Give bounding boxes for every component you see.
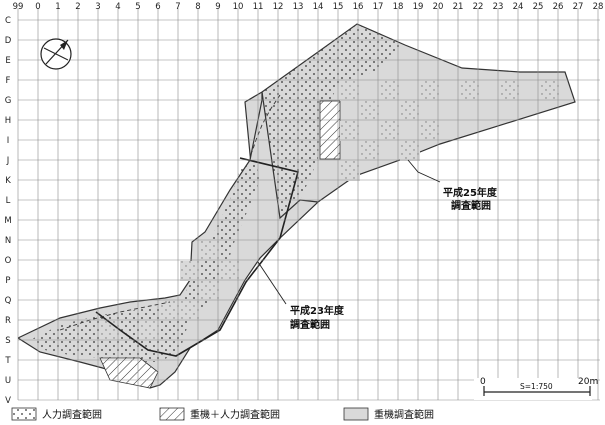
column-label: 14 <box>313 2 324 12</box>
row-label: U <box>5 376 11 386</box>
column-label: 21 <box>453 2 464 12</box>
fy25-label-line2: 調査範囲 <box>451 199 491 212</box>
column-label: 5 <box>135 2 140 12</box>
column-label: 24 <box>513 2 524 12</box>
column-label: 19 <box>413 2 424 12</box>
column-label: 6 <box>155 2 160 12</box>
fy25-label-line1: 平成25年度 <box>443 186 498 199</box>
legend-swatch-manual <box>11 407 37 421</box>
row-label: J <box>6 156 10 166</box>
row-label: G <box>5 96 12 106</box>
column-label: 20 <box>433 2 444 12</box>
column-label: 12 <box>273 2 284 12</box>
column-label: 99 <box>13 2 24 12</box>
combined-area-upper <box>319 100 341 160</box>
row-label: L <box>6 196 11 206</box>
legend-label-machine: 重機調査範囲 <box>374 408 434 421</box>
row-label: Q <box>5 296 12 306</box>
fy23-label-line1: 平成23年度 <box>290 304 345 317</box>
row-label: V <box>5 396 11 406</box>
legend-label-combined: 重機＋人力調査範囲 <box>190 408 280 421</box>
dashed-boundary-upper <box>251 94 281 153</box>
column-label: 18 <box>393 2 404 12</box>
column-label: 28 <box>593 2 604 12</box>
scale-end: 20m <box>578 377 598 387</box>
fy23-annotation: 平成23年度 調査範囲 <box>257 261 345 331</box>
row-label: M <box>4 216 11 226</box>
column-label: 10 <box>233 2 244 12</box>
row-label: I <box>7 136 10 146</box>
row-label: E <box>5 56 10 66</box>
column-label: 2 <box>75 2 80 12</box>
fy23-boundary <box>95 157 299 357</box>
column-label: 23 <box>493 2 504 12</box>
row-label: N <box>5 236 11 246</box>
row-label: D <box>5 36 12 46</box>
column-label: 3 <box>95 2 100 12</box>
column-label: 1 <box>55 2 60 12</box>
legend: 人力調査範囲 重機＋人力調査範囲 重機調査範囲 <box>11 407 434 421</box>
column-label: 17 <box>373 2 384 12</box>
column-label: 4 <box>115 2 120 12</box>
checker-cells-lower <box>100 241 240 341</box>
column-label: 13 <box>293 2 304 12</box>
scale-bar: 0 20m S=1:750 <box>474 377 598 400</box>
row-label: F <box>6 76 11 86</box>
column-labels: 99 0 1 2 3 4 5 6 7 8 9 10 11 12 13 14 15 16 17 18 19 20 21 22 23… <box>13 2 604 12</box>
survey-areas <box>18 23 576 389</box>
column-label: 27 <box>573 2 584 12</box>
row-label: S <box>5 336 10 346</box>
checker-cells <box>340 81 560 181</box>
dashed-boundary <box>59 301 171 331</box>
row-label: K <box>5 176 11 186</box>
column-label: 8 <box>195 2 200 12</box>
column-label: 7 <box>175 2 180 12</box>
row-label: H <box>5 116 11 126</box>
row-label: R <box>5 316 11 326</box>
scale-ratio: S=1:750 <box>520 382 553 391</box>
column-label: 25 <box>533 2 544 12</box>
legend-label-manual: 人力調査範囲 <box>42 408 102 421</box>
column-label: 16 <box>353 2 364 12</box>
row-label: P <box>5 276 10 286</box>
fy25-annotation: 平成25年度 調査範囲 <box>407 159 498 212</box>
legend-swatch-machine <box>343 407 369 421</box>
north-arrow-icon <box>40 38 72 70</box>
column-label: 26 <box>553 2 564 12</box>
fy23-label-line2: 調査範囲 <box>290 318 330 331</box>
column-label: 22 <box>473 2 484 12</box>
row-label: C <box>5 16 11 26</box>
row-label: O <box>5 256 12 266</box>
row-label: T <box>4 356 11 366</box>
scale-start: 0 <box>480 377 486 387</box>
coordinate-grid <box>17 8 600 401</box>
column-label: 15 <box>333 2 344 12</box>
column-label: 9 <box>215 2 220 12</box>
column-label: 0 <box>35 2 40 12</box>
column-label: 11 <box>253 2 264 12</box>
legend-swatch-combined <box>159 407 185 421</box>
